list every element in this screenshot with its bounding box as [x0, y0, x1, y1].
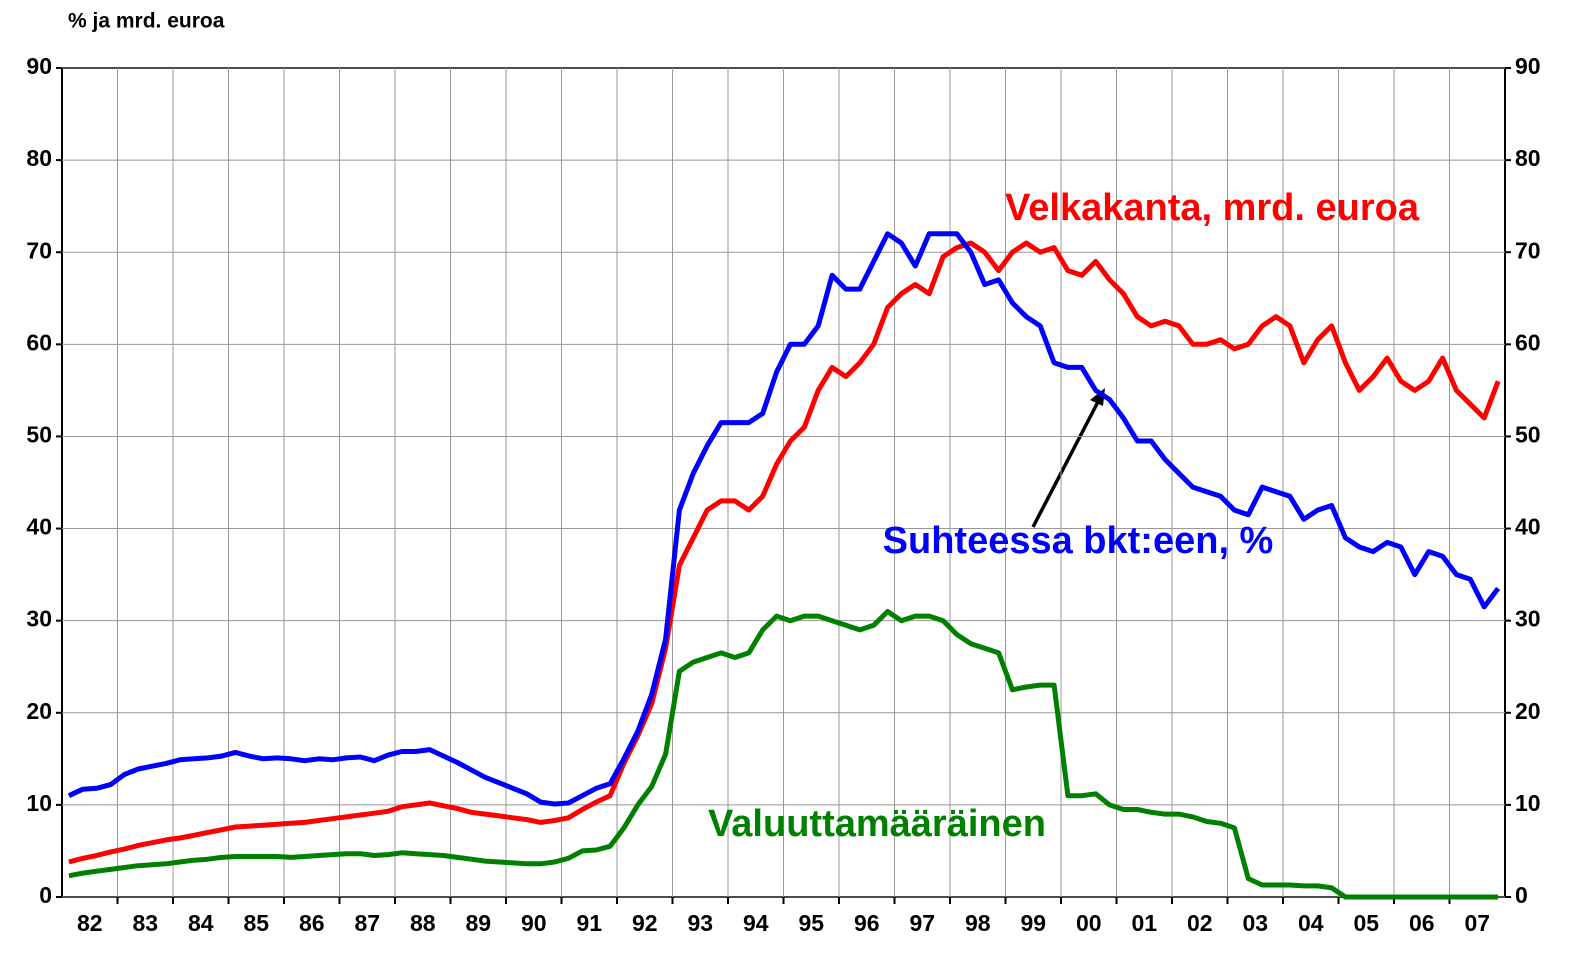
x-tick-label: 05 [1353, 910, 1379, 936]
x-tick-label: 93 [687, 910, 713, 936]
x-tick-label: 01 [1131, 910, 1157, 936]
line-series [67, 231, 1501, 807]
x-tick-label: 07 [1464, 910, 1490, 936]
y2-tick-label: 20 [1515, 698, 1541, 724]
y2-tick-label: 0 [1515, 882, 1528, 908]
arrow [1031, 397, 1102, 528]
x-tick-label: 04 [1298, 910, 1324, 936]
x-tick-label: 98 [965, 910, 991, 936]
y-tick-label: 40 [26, 514, 52, 540]
y-tick-label: 50 [26, 422, 52, 448]
x-tick-label: 85 [243, 910, 269, 936]
x-tick-label: 86 [299, 910, 325, 936]
x-tick-label: 89 [465, 910, 491, 936]
y2-tick-label: 30 [1515, 606, 1541, 632]
y2-tick-label: 90 [1515, 53, 1541, 79]
x-tick-label: 94 [743, 910, 769, 936]
y-tick-label: 20 [26, 698, 52, 724]
x-tick-label: 06 [1409, 910, 1435, 936]
y-tick-label: 60 [26, 329, 52, 355]
x-tick-label: 84 [188, 910, 214, 936]
y-tick-label: 90 [26, 53, 52, 79]
series-label: Valuuttamääräinen [708, 803, 1046, 845]
y-tick-label: 10 [26, 790, 52, 816]
y2-tick-label: 10 [1515, 790, 1541, 816]
x-tick-label: 00 [1076, 910, 1102, 936]
y2-tick-label: 50 [1515, 422, 1541, 448]
series-label: Velkakanta, mrd. euroa [1005, 187, 1420, 229]
x-tick-label: 97 [909, 910, 935, 936]
x-tick-label: 82 [77, 910, 103, 936]
x-tick-label: 96 [854, 910, 880, 936]
y-tick-label: 70 [26, 237, 52, 263]
x-tick-label: 91 [576, 910, 602, 936]
y2-tick-label: 70 [1515, 237, 1541, 263]
x-tick-label: 90 [521, 910, 547, 936]
x-tick-label: 02 [1187, 910, 1213, 936]
x-tick-label: 03 [1242, 910, 1268, 936]
y2-tick-label: 40 [1515, 514, 1541, 540]
line-series [68, 240, 1501, 865]
y-tick-label: 0 [39, 882, 52, 908]
y-axis-label: % ja mrd. euroa [68, 10, 225, 33]
line-series [68, 609, 1499, 900]
y-tick-label: 30 [26, 606, 52, 632]
x-tick-label: 99 [1020, 910, 1046, 936]
y2-tick-label: 60 [1515, 329, 1541, 355]
x-tick-label: 88 [410, 910, 436, 936]
x-tick-label: 87 [354, 910, 380, 936]
y2-tick-label: 80 [1515, 145, 1541, 171]
series-label: Suhteessa bkt:een, % [883, 520, 1274, 562]
y-tick-label: 80 [26, 145, 52, 171]
x-tick-label: 83 [132, 910, 158, 936]
x-tick-label: 92 [632, 910, 658, 936]
x-tick-label: 95 [798, 910, 824, 936]
